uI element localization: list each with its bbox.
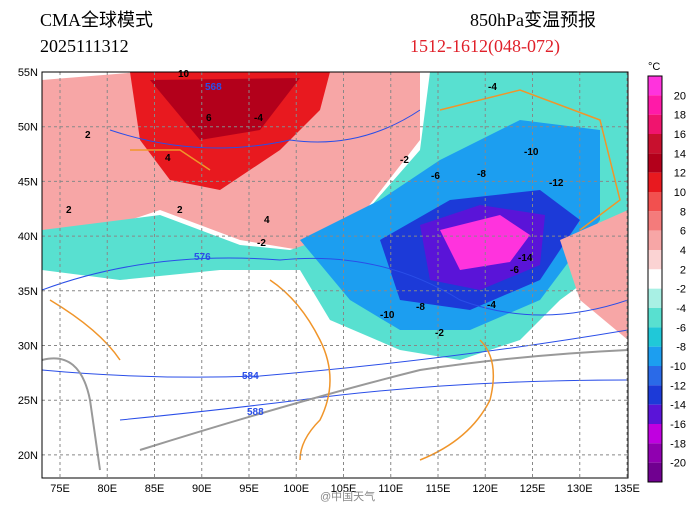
colorbar-label: 18 (674, 110, 686, 122)
colorbar-segment (648, 366, 662, 386)
contour-label: 4 (264, 215, 270, 226)
lon-label: 105E (331, 483, 357, 495)
lon-label: 80E (97, 483, 117, 495)
contour-label: -6 (510, 265, 519, 276)
colorbar-segment (648, 114, 662, 134)
colorbar-segment (648, 250, 662, 270)
lon-label: 130E (567, 483, 593, 495)
colorbar-segment (648, 269, 662, 289)
colorbar-label: 16 (674, 129, 686, 141)
colorbar-segment (648, 385, 662, 405)
colorbar-segment (648, 76, 662, 96)
colorbar-label: 20 (674, 90, 686, 102)
colorbar-label: -18 (670, 438, 686, 450)
colorbar-segment (648, 192, 662, 212)
contour-label: 568 (205, 82, 222, 93)
colorbar-segment (648, 230, 662, 250)
contour-label: 576 (194, 252, 211, 263)
contour-label: -4 (487, 300, 496, 311)
colorbar-segment (648, 308, 662, 328)
contour-label: 4 (165, 153, 171, 164)
colorbar-segment (648, 134, 662, 154)
colorbar-label: -4 (676, 303, 686, 315)
contour-label: -2 (435, 328, 444, 339)
lon-label: 90E (192, 483, 212, 495)
lon-label: 100E (283, 483, 309, 495)
colorbar-label: 10 (674, 187, 686, 199)
contour-label: -12 (549, 178, 564, 189)
lon-label: 75E (50, 483, 70, 495)
init-time: 2025111312 (40, 36, 129, 56)
colorbar-label: -6 (676, 322, 686, 334)
colorbar-segment (648, 424, 662, 444)
colorbar-label: 6 (680, 226, 686, 238)
watermark: @中国天气 (320, 489, 375, 503)
colorbar-segment (648, 346, 662, 366)
contour-label: 2 (177, 205, 183, 216)
lon-label: 120E (472, 483, 498, 495)
lon-label: 115E (426, 483, 451, 495)
model-name: CMA全球模式 (40, 10, 153, 30)
lat-label: 50N (18, 122, 38, 134)
colorbar-label: -16 (670, 419, 686, 431)
colorbar-segment (648, 462, 662, 482)
colorbar-segment (648, 288, 662, 308)
contour-label: 584 (242, 371, 259, 382)
lat-label: 40N (18, 231, 38, 243)
contour-label: 2 (66, 205, 72, 216)
colorbar-label: 2 (680, 264, 686, 276)
contour-label: 10 (178, 69, 190, 80)
lon-label: 95E (239, 483, 259, 495)
colorbar-label: -8 (676, 342, 686, 354)
lon-label: 135E (614, 483, 640, 495)
contour-label: -2 (400, 155, 409, 166)
colorbar-segment (648, 153, 662, 173)
colorbar-segment (648, 172, 662, 192)
colorbar-label: 8 (680, 206, 686, 218)
lat-label: 20N (18, 450, 38, 462)
colorbar-segment (648, 95, 662, 115)
contour-label: -4 (254, 113, 263, 124)
contour-label: 6 (206, 113, 212, 124)
colorbar-label: 4 (680, 245, 686, 257)
contour-label: -14 (518, 253, 533, 264)
map-field (42, 72, 628, 478)
lat-label: 35N (18, 286, 38, 298)
colorbar-label: -14 (670, 400, 686, 412)
lat-label: 55N (18, 67, 38, 79)
colorbar-segment (648, 211, 662, 231)
colorbar-label: -10 (670, 361, 686, 373)
lon-label: 125E (520, 483, 546, 495)
colorbar-label: -2 (676, 284, 686, 296)
contour-label: -2 (257, 238, 266, 249)
contour-label: 588 (247, 407, 264, 418)
colorbar-label: -20 (670, 458, 686, 470)
colorbar-segment (648, 443, 662, 463)
contour-label: -10 (524, 147, 539, 158)
lat-label: 25N (18, 395, 38, 407)
map-title: 850hPa变温预报 (470, 10, 596, 30)
colorbar-frame (647, 75, 663, 483)
contour-label: 2 (85, 130, 91, 141)
map-frame (41, 71, 629, 479)
colorbar-segment (648, 327, 662, 347)
contour-label: -8 (477, 169, 486, 180)
colorbar-label: 14 (674, 148, 686, 160)
colorbar-label: 12 (674, 168, 686, 180)
lon-label: 110E (378, 483, 403, 495)
lat-label: 45N (18, 176, 38, 188)
forecast-period: 1512-1612(048-072) (410, 36, 560, 57)
contour-label: -4 (488, 82, 497, 93)
lon-label: 85E (145, 483, 165, 495)
contour-label: -10 (380, 310, 395, 321)
lat-label: 30N (18, 341, 38, 353)
contour-label: -8 (416, 302, 425, 313)
contour-label: -6 (431, 171, 440, 182)
colorbar-segment (648, 404, 662, 424)
colorbar-unit: °C (648, 61, 660, 73)
colorbar-label: -12 (670, 380, 686, 392)
